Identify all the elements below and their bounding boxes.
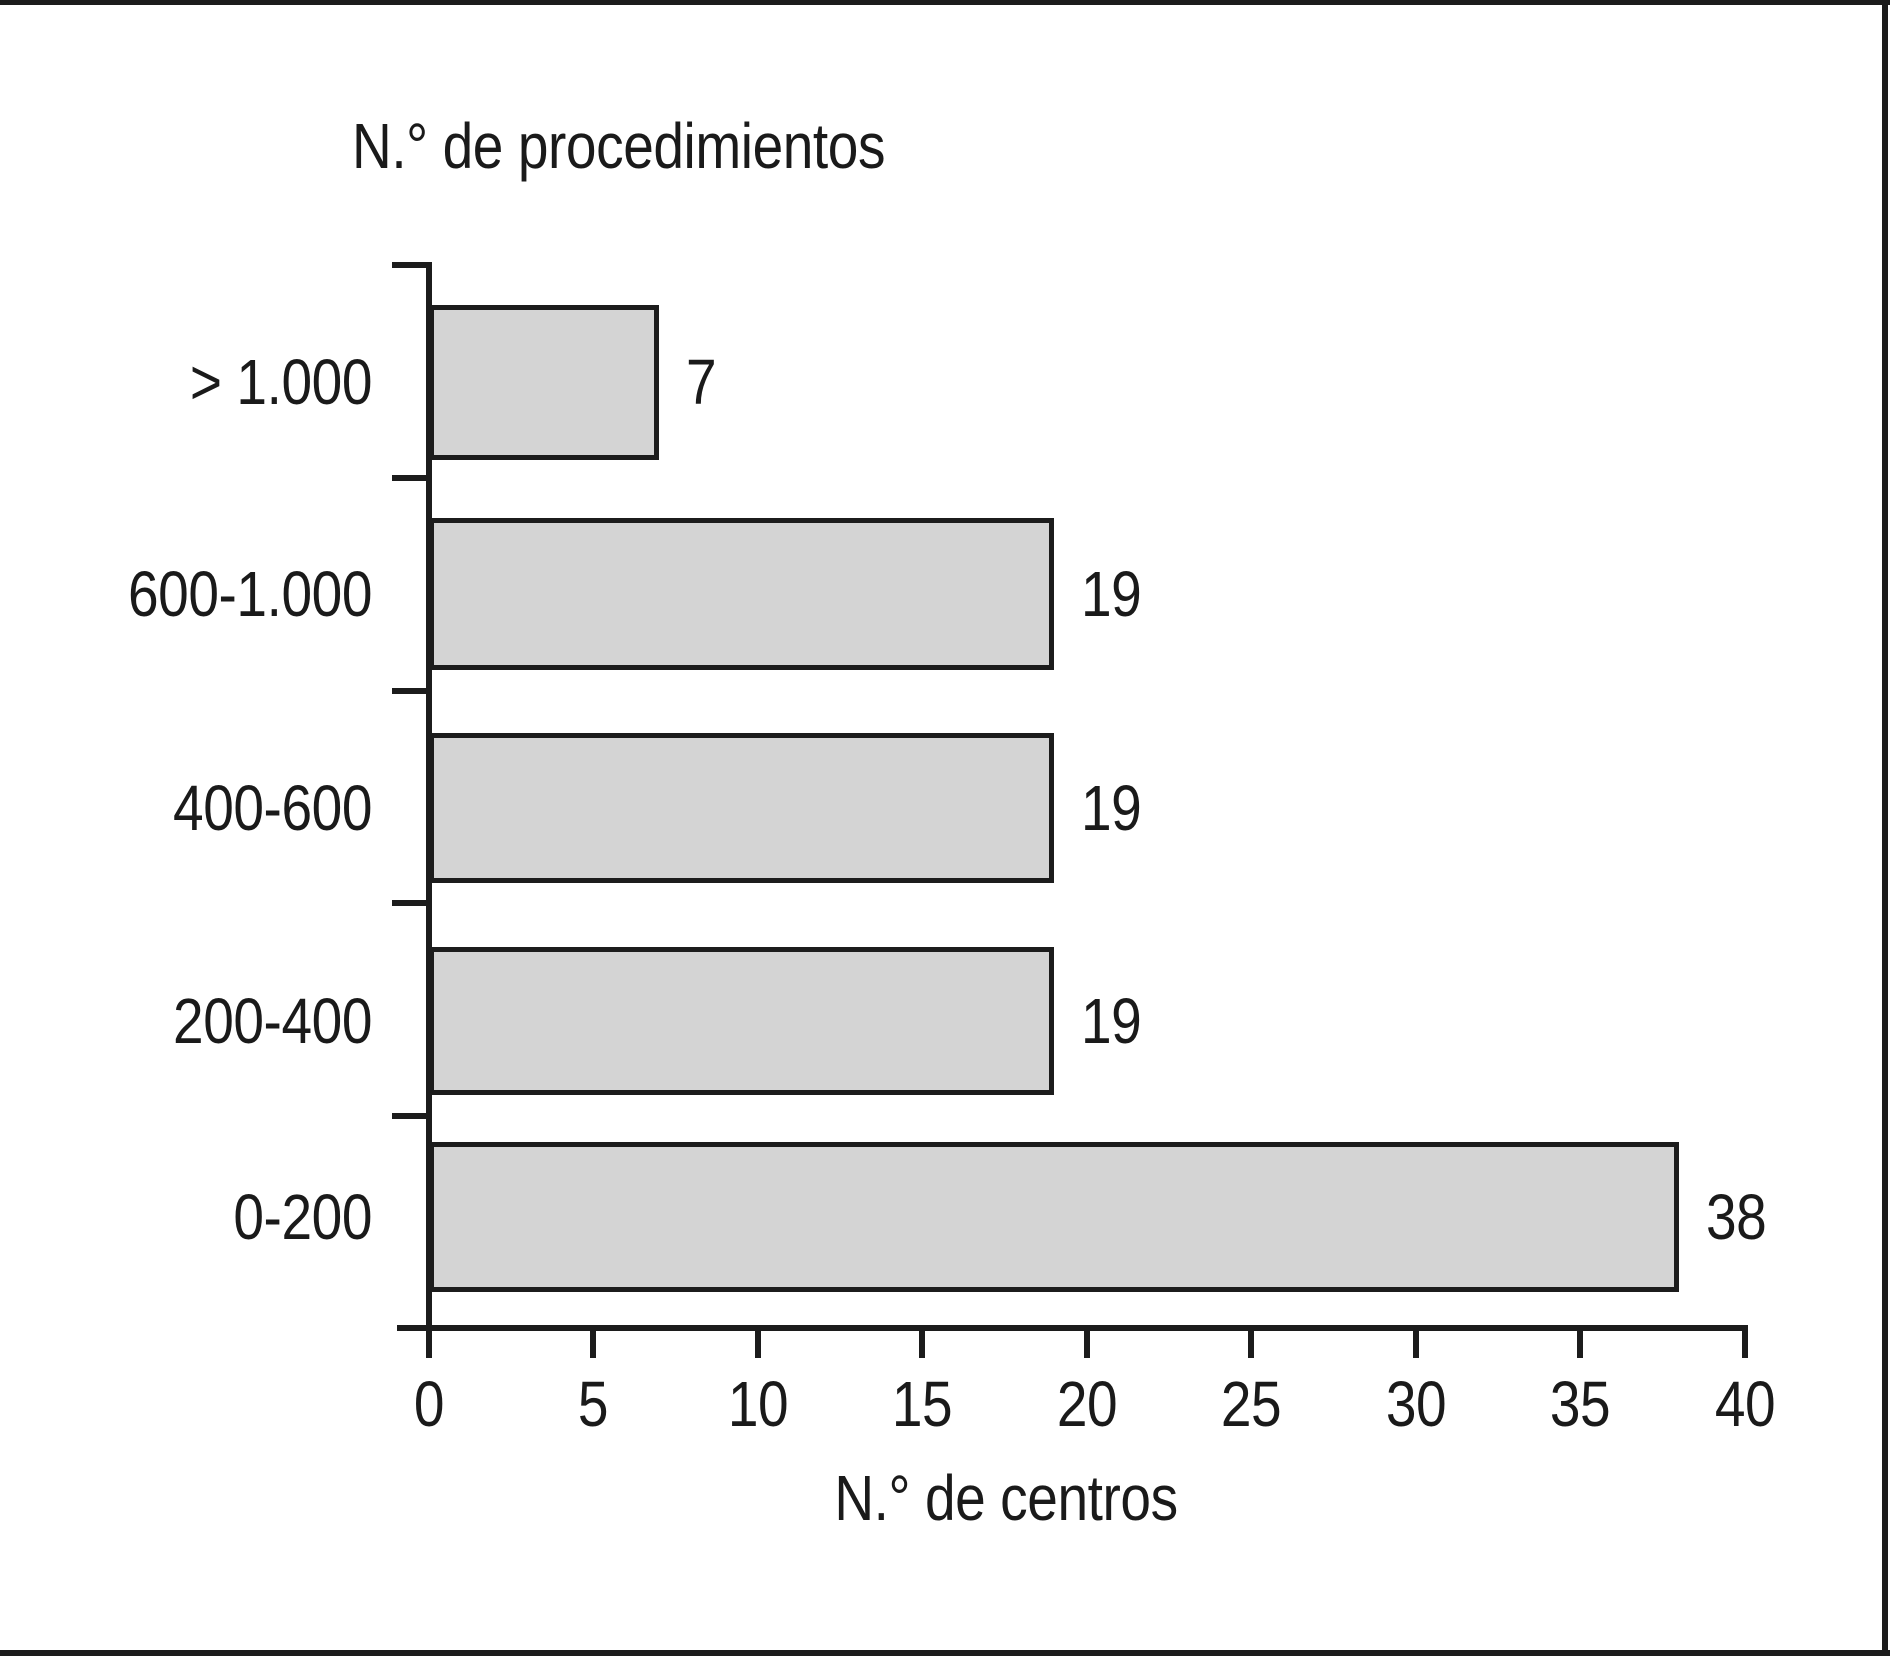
bar-400-600 [429, 733, 1054, 883]
y-axis-tick [392, 475, 432, 481]
x-tick-label: 25 [1220, 1368, 1282, 1440]
value-label: 38 [1706, 1181, 1767, 1253]
value-label: 19 [1081, 558, 1142, 630]
x-axis-tick [1742, 1325, 1748, 1358]
x-axis-tick [755, 1325, 761, 1358]
frame-border-right [1882, 0, 1888, 1656]
x-axis-tick [919, 1325, 925, 1358]
x-tick-label: 15 [891, 1368, 953, 1440]
value-label: 7 [686, 346, 717, 418]
x-axis-tick [1413, 1325, 1419, 1358]
x-axis-tick [590, 1325, 596, 1358]
x-tick-label: 30 [1385, 1368, 1447, 1440]
category-label: 400-600 [173, 772, 372, 844]
frame-border-top [0, 0, 1890, 5]
x-axis-tick [426, 1325, 432, 1358]
x-tick-label: 5 [577, 1368, 609, 1440]
x-axis-label: N.° de centros [834, 1462, 1178, 1534]
bar-0-200 [429, 1142, 1679, 1292]
bar-600-1000 [429, 518, 1054, 670]
category-label: 200-400 [173, 985, 372, 1057]
x-tick-label: 0 [413, 1368, 445, 1440]
x-axis-tick [1084, 1325, 1090, 1358]
category-label: > 1.000 [189, 346, 373, 418]
x-tick-label: 10 [727, 1368, 789, 1440]
y-axis-tick [392, 688, 432, 694]
x-tick-label: 20 [1056, 1368, 1118, 1440]
x-tick-label: 35 [1549, 1368, 1611, 1440]
y-axis-tick [392, 1113, 432, 1119]
bar-gt-1000 [429, 305, 659, 460]
value-label: 19 [1081, 985, 1142, 1057]
x-axis-tick [1248, 1325, 1254, 1358]
category-label: 600-1.000 [127, 558, 372, 630]
category-label: 0-200 [233, 1181, 372, 1253]
bar-200-400 [429, 947, 1054, 1095]
y-axis-tick [392, 900, 432, 906]
frame-border-bottom [0, 1650, 1890, 1656]
x-tick-label: 40 [1714, 1368, 1776, 1440]
value-label: 19 [1081, 772, 1142, 844]
chart-title: N.° de procedimientos [352, 110, 886, 182]
x-axis-line [397, 1325, 1748, 1331]
x-axis-tick [1577, 1325, 1583, 1358]
y-axis-tick [392, 262, 432, 268]
